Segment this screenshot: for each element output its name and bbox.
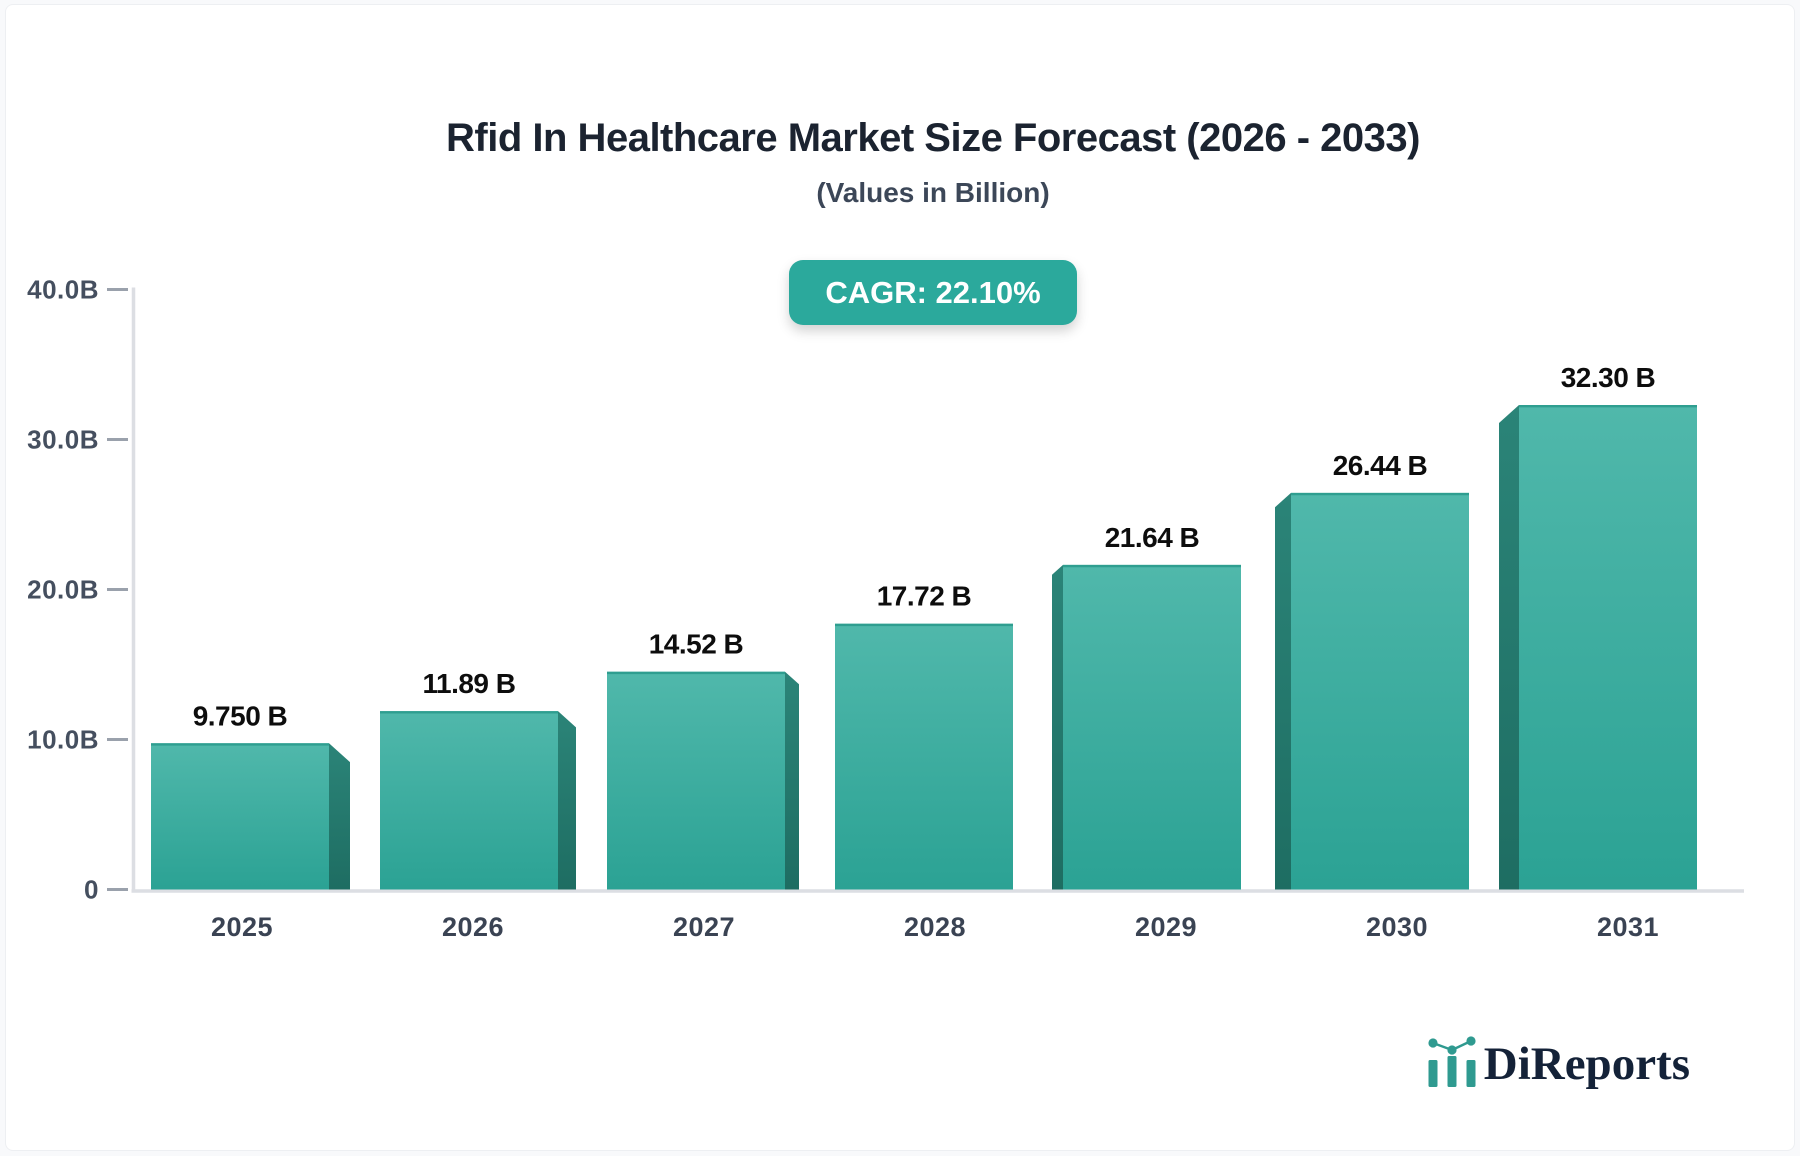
logo-dot: [1466, 1036, 1476, 1046]
bar-side: [558, 711, 576, 890]
x-axis-label-2031: 2031: [1597, 912, 1659, 942]
bar-face: [151, 743, 329, 890]
cagr-badge-label: CAGR: 22.10%: [825, 275, 1041, 310]
logo-text: DiReports: [1483, 1038, 1690, 1091]
bar-value-label-2027: 14.52 B: [649, 629, 744, 660]
bar-2025: [151, 743, 350, 890]
logo-bar: [1466, 1060, 1476, 1087]
bar-chart: 0 10.0B 20.0B 30.0B 40.0B 9.750 B 2025 11.89 B 2…: [27, 275, 1744, 942]
x-axis-label-2026: 2026: [442, 912, 504, 942]
y-axis-label-40.0B: 40.0B: [27, 275, 99, 305]
bar-side: [1499, 405, 1519, 890]
x-axis-label-2027: 2027: [673, 912, 735, 942]
bar-face: [1519, 405, 1697, 890]
bar-side: [1052, 564, 1063, 890]
bar-2028: [835, 623, 1013, 890]
chart-title: Rfid In Healthcare Market Size Forecast …: [446, 116, 1420, 160]
bar-2029: [1052, 564, 1241, 890]
chart-card: Rfid In Healthcare Market Size Forecast …: [5, 4, 1795, 1151]
bar-face: [380, 711, 558, 890]
x-axis-label-2025: 2025: [211, 912, 273, 942]
logo-bar: [1447, 1056, 1457, 1087]
x-axis-label-2029: 2029: [1135, 912, 1197, 942]
logo-dot: [1447, 1045, 1457, 1055]
bar-side: [329, 743, 350, 890]
bar-face: [1291, 492, 1469, 890]
bar-value-label-2026: 11.89 B: [422, 668, 515, 699]
bar-side: [1275, 492, 1291, 890]
chart-subtitle: (Values in Billion): [816, 177, 1050, 208]
bar-side: [785, 671, 799, 890]
logo-bar: [1428, 1060, 1438, 1087]
bar-face: [607, 671, 785, 890]
bar-2026: [380, 711, 576, 890]
bar-2031: [1499, 405, 1697, 890]
bar-2027: [607, 671, 799, 890]
y-axis-label-20.0B: 20.0B: [27, 575, 99, 605]
bar-value-label-2030: 26.44 B: [1333, 450, 1428, 481]
y-axis-label-0: 0: [84, 875, 99, 905]
direports-logo: DiReports: [1427, 1035, 1690, 1091]
x-axis-label-2028: 2028: [904, 912, 966, 942]
bar-value-label-2031: 32.30 B: [1561, 362, 1656, 393]
x-axis-label-2030: 2030: [1366, 912, 1428, 942]
bar-2030: [1275, 492, 1469, 890]
bar-value-label-2025: 9.750 B: [193, 700, 288, 731]
cagr-badge: CAGR: 22.10%: [789, 260, 1077, 325]
y-axis-label-30.0B: 30.0B: [27, 425, 99, 455]
bar-face: [1063, 564, 1241, 890]
logo-dot: [1428, 1038, 1438, 1048]
bar-face: [835, 623, 1013, 890]
bar-chart-icon: [1428, 1036, 1476, 1087]
bar-value-label-2029: 21.64 B: [1105, 522, 1200, 553]
chart-header: Rfid In Healthcare Market Size Forecast …: [39, 5, 1800, 325]
bar-value-label-2028: 17.72 B: [877, 581, 972, 612]
y-axis-label-10.0B: 10.0B: [27, 725, 99, 755]
